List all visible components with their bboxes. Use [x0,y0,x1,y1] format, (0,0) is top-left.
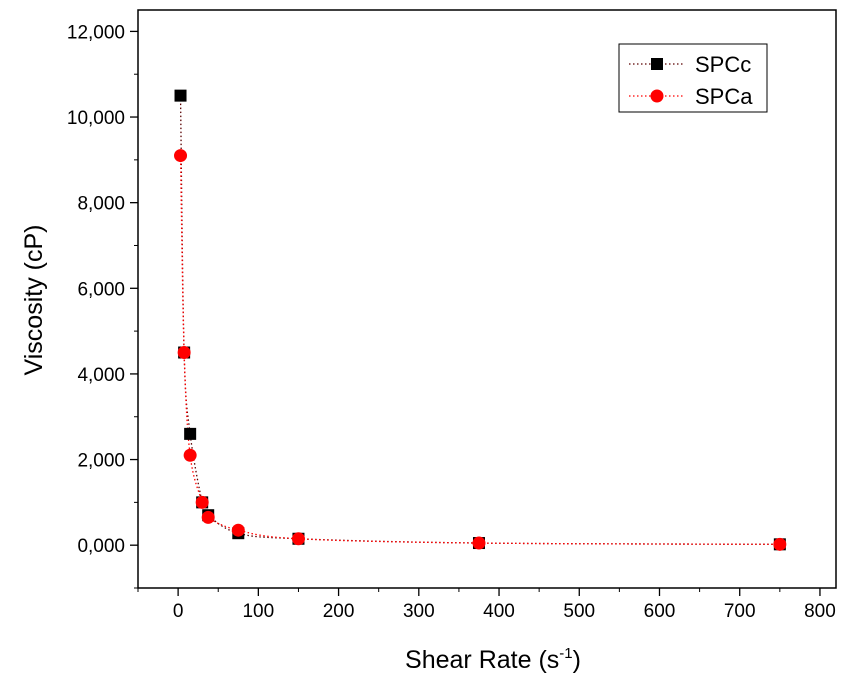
series-line-spcc [179,95,780,545]
x-tick-label: 700 [724,601,756,622]
series-layer [174,89,787,551]
x-tick-label: 600 [644,601,676,622]
legend-label-spca: SPCa [695,84,753,109]
x-axis-title-suffix: ) [573,646,581,674]
data-point-spca [472,536,486,550]
data-point-spca [231,523,245,537]
legend: SPCc SPCa [618,43,768,113]
data-point-spca [291,532,305,546]
data-point-spca [201,510,215,524]
x-tick-label: 800 [804,601,836,622]
x-tick-label: 0 [173,601,184,622]
x-tick-label: 300 [403,601,435,622]
x-tick-label: 100 [242,601,274,622]
y-tick-label: 8,000 [77,194,125,215]
legend-marker-spcc [651,58,663,70]
plot-frame [137,9,837,589]
data-point-spca [174,149,188,163]
y-tick-label: 4,000 [77,365,125,386]
data-point-spca [183,448,197,462]
y-tick-label: 6,000 [77,279,125,300]
data-point-spca [177,346,191,360]
x-axis-ticks: 0 100 200 300 400 500 600 700 800 [137,588,836,622]
y-axis-ticks: 0,000 2,000 4,000 6,000 8,000 10,000 12,000 [67,22,138,589]
x-tick-label: 200 [323,601,355,622]
series-line-spca [179,155,780,545]
data-point-spcc [184,427,197,440]
legend-marker-spca [650,89,664,103]
axes [137,9,837,589]
data-point-spcc [174,89,187,102]
legend-label-spcc: SPCc [695,52,751,77]
y-axis-title: Viscosity (cP) [20,225,48,376]
y-tick-label: 12,000 [67,22,125,43]
x-axis-title-main: Shear Rate (s [405,646,559,674]
x-axis-title-superscript: -1 [559,645,572,662]
data-point-spca [195,495,209,509]
x-tick-label: 500 [563,601,595,622]
y-tick-label: 10,000 [67,108,125,129]
x-axis-title: Shear Rate (s-1) [405,645,581,674]
data-point-spca [773,537,787,551]
legend-box [618,43,768,113]
y-tick-label: 0,000 [77,536,125,557]
y-tick-label: 2,000 [77,451,125,472]
x-tick-label: 400 [483,601,515,622]
